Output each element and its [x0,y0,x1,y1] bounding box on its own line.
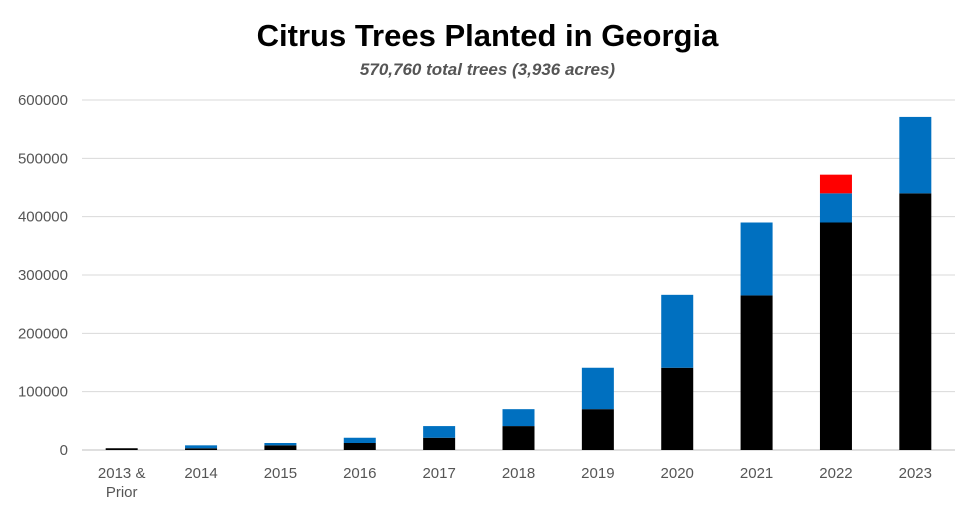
x-tick-label: 2013 & [98,465,146,482]
bar-segment [185,445,218,449]
chart-title: Citrus Trees Planted in Georgia [256,18,719,53]
bar-segment [343,443,376,450]
bar-segment [423,426,456,438]
bar-segment [502,409,535,427]
x-tick-label: 2022 [819,465,852,482]
bar-segment [343,437,376,443]
bar-segment [661,294,694,368]
x-tick-label: 2018 [502,465,535,482]
bar-segment [185,448,218,450]
bar-segment [264,445,297,450]
chart-subtitle: 570,760 total trees (3,936 acres) [359,60,616,79]
bar-segment [502,426,535,450]
x-tick-label: 2019 [581,465,614,482]
x-tick-label: 2017 [422,465,455,482]
y-tick-label: 600000 [18,92,68,109]
bar-segment [899,193,932,451]
bar-segment [105,448,138,450]
x-tick-label: 2016 [343,465,376,482]
bar-segment [423,437,456,450]
y-tick-label: 100000 [18,384,68,401]
y-tick-label: 200000 [18,325,68,342]
y-tick-label: 500000 [18,150,68,167]
x-tick-label: 2014 [184,465,217,482]
bar-segment [581,367,614,410]
bar-segment [819,174,852,194]
bar-segment [899,116,932,194]
bar-segment [819,193,852,223]
bar-segment [264,443,297,446]
x-tick-label: 2020 [661,465,694,482]
bar-segment [740,295,773,450]
bar-segment [661,367,694,450]
x-tick-label: 2015 [264,465,297,482]
x-tick-label: Prior [106,484,138,501]
x-tick-label: 2021 [740,465,773,482]
x-tick-label: 2023 [899,465,932,482]
y-tick-label: 300000 [18,267,68,284]
bar-segment [581,409,614,450]
y-tick-label: 0 [60,442,68,459]
bar-segment [819,222,852,450]
bar-segment [740,222,773,296]
y-tick-label: 400000 [18,209,68,226]
